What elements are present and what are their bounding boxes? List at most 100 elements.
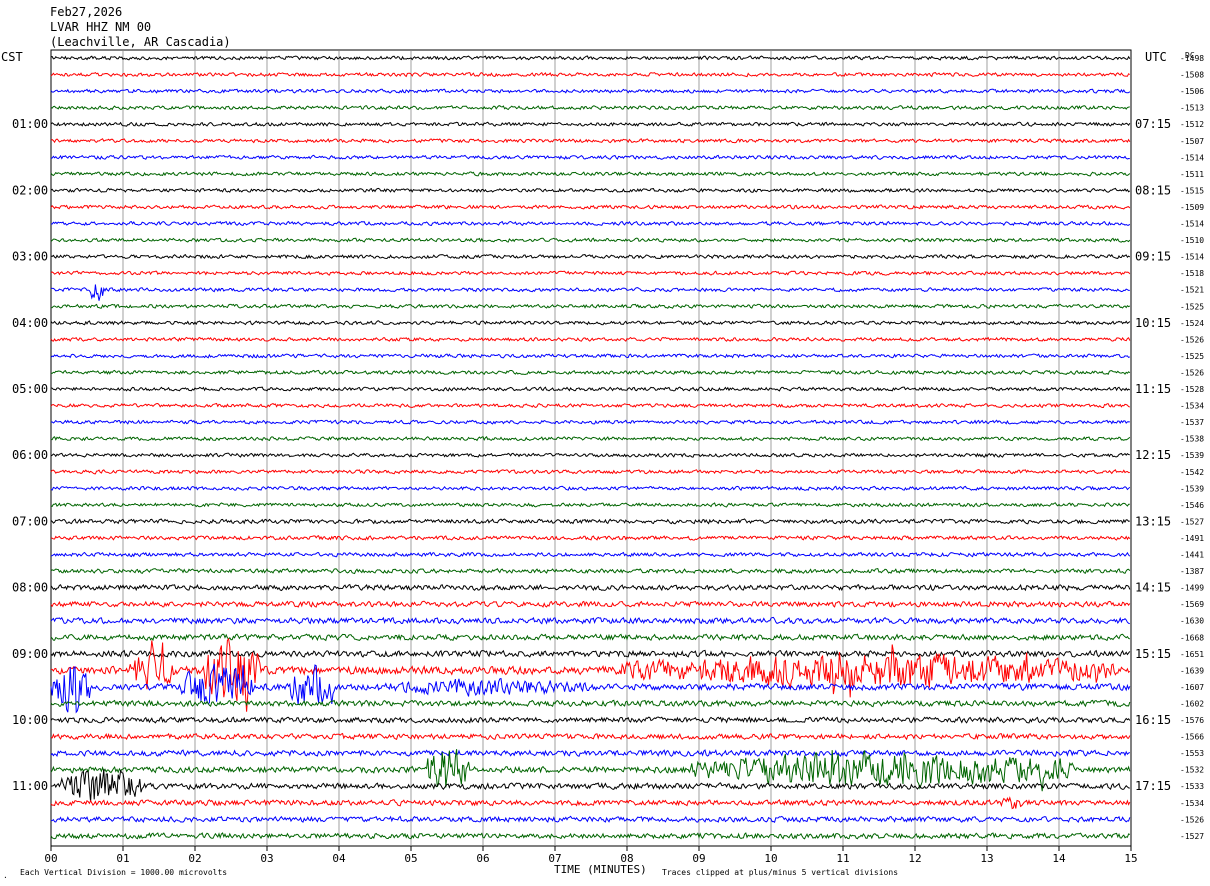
trace-line-2 xyxy=(50,88,1131,94)
dc-offset-label: -1506 xyxy=(1180,87,1204,96)
left-hour-label: 04:00 xyxy=(12,316,48,330)
clip-note: Traces clipped at plus/minus 5 vertical … xyxy=(662,868,898,877)
dc-offset-label: -1542 xyxy=(1180,468,1204,477)
corner-mark: . xyxy=(3,871,8,880)
trace-line-31 xyxy=(50,568,1131,575)
dc-offset-label: -1509 xyxy=(1180,203,1204,212)
trace-line-20 xyxy=(50,386,1131,392)
dc-offset-label: -1527 xyxy=(1180,517,1204,526)
x-tick-label: 13 xyxy=(980,852,993,865)
dc-offset-label: -1553 xyxy=(1180,749,1204,758)
trace-line-27 xyxy=(50,502,1130,508)
left-hour-label: 10:00 xyxy=(12,713,48,727)
dc-offset-label: -1569 xyxy=(1180,600,1204,609)
dc-offset-label: -1515 xyxy=(1180,186,1204,195)
left-hour-label: 08:00 xyxy=(12,581,48,595)
right-hour-label: 08:15 xyxy=(1135,183,1171,197)
left-hour-label: 06:00 xyxy=(12,448,48,462)
right-hour-label: 12:15 xyxy=(1135,448,1171,462)
right-timezone-label: UTC xyxy=(1145,50,1167,64)
trace-line-36 xyxy=(50,649,1131,658)
trace-line-29 xyxy=(50,535,1131,541)
x-tick-label: 04 xyxy=(332,852,346,865)
dc-offset-label: -1576 xyxy=(1180,716,1204,725)
trace-line-12 xyxy=(50,254,1131,260)
dc-header-label: DC xyxy=(1185,51,1195,60)
trace-line-42 xyxy=(50,749,1131,757)
minute-grid xyxy=(122,50,1060,846)
trace-line-3 xyxy=(50,105,1130,111)
dc-offset-label: -1524 xyxy=(1180,319,1204,328)
trace-line-21 xyxy=(50,402,1130,409)
trace-line-8 xyxy=(50,187,1131,193)
right-hour-labels: 07:15 08:15 09:15 10:15 11:15 12:15 13:15 14:15… xyxy=(1135,117,1171,793)
dc-offset-label: -1526 xyxy=(1180,335,1204,344)
x-tick-label: 01 xyxy=(116,852,129,865)
trace-line-24 xyxy=(50,452,1130,458)
trace-line-32 xyxy=(50,583,1131,592)
trace-line-16 xyxy=(50,320,1131,326)
dc-offset-label: -1499 xyxy=(1180,584,1204,593)
trace-line-28 xyxy=(50,518,1130,525)
dc-offset-label: -1514 xyxy=(1180,253,1204,262)
dc-offset-label: -1526 xyxy=(1180,815,1204,824)
trace-line-46 xyxy=(51,815,1131,823)
right-hour-label: 17:15 xyxy=(1135,779,1171,793)
header-station: LVAR HHZ NM 00 xyxy=(50,20,151,34)
x-tick-label: 00 xyxy=(44,852,57,865)
trace-line-22 xyxy=(50,419,1130,425)
dc-offset-label: -1498 xyxy=(1180,54,1204,63)
right-hour-label: 10:15 xyxy=(1135,316,1171,330)
dc-offset-label: -1526 xyxy=(1180,368,1204,377)
left-hour-label: 07:00 xyxy=(12,514,48,528)
right-hour-label: 07:15 xyxy=(1135,117,1171,131)
x-tick-label: 11 xyxy=(836,852,849,865)
x-axis-label: TIME (MINUTES) xyxy=(554,863,647,876)
left-hour-label: 09:00 xyxy=(12,647,48,661)
header-date: Feb27,2026 xyxy=(50,5,122,19)
x-tick-label: 05 xyxy=(404,852,417,865)
trace-line-0 xyxy=(50,55,1131,61)
dc-offset-label: -1514 xyxy=(1180,220,1204,229)
dc-offset-label: -1491 xyxy=(1180,534,1204,543)
dc-offset-label: -1630 xyxy=(1180,617,1204,626)
dc-offset-label: -1602 xyxy=(1180,699,1204,708)
dc-offset-label: -1668 xyxy=(1180,633,1204,642)
trace-line-43 xyxy=(50,749,1131,792)
trace-line-6 xyxy=(50,154,1130,160)
dc-offset-label: -1441 xyxy=(1180,551,1204,560)
x-tick-label: 03 xyxy=(260,852,273,865)
trace-line-15 xyxy=(50,303,1131,309)
x-tick-label: 15 xyxy=(1124,852,1137,865)
dc-offset-label: -1534 xyxy=(1180,402,1204,411)
dc-offset-label: -1521 xyxy=(1180,286,1204,295)
x-tick-label: 14 xyxy=(1052,852,1066,865)
trace-line-33 xyxy=(50,600,1131,608)
dc-offset-label: -1538 xyxy=(1180,435,1204,444)
trace-line-17 xyxy=(50,336,1131,342)
trace-line-25 xyxy=(50,469,1130,475)
dc-offset-label: -1607 xyxy=(1180,683,1204,692)
right-hour-label: 14:15 xyxy=(1135,581,1171,595)
dc-offset-label: -1539 xyxy=(1180,451,1204,460)
trace-line-11 xyxy=(50,237,1131,243)
x-tick-label: 09 xyxy=(692,852,705,865)
trace-line-47 xyxy=(50,832,1131,840)
trace-lines xyxy=(50,55,1131,840)
left-hour-label: 03:00 xyxy=(12,250,48,264)
dc-offset-label: -1507 xyxy=(1180,137,1204,146)
dc-offset-label: -1525 xyxy=(1180,302,1204,311)
dc-offset-label: -1528 xyxy=(1180,385,1204,394)
trace-line-35 xyxy=(50,633,1131,642)
dc-offset-label: -1508 xyxy=(1180,71,1204,80)
left-hour-label: 02:00 xyxy=(12,183,48,197)
dc-offset-label: -1511 xyxy=(1180,170,1204,179)
dc-offset-label: -1512 xyxy=(1180,120,1204,129)
dc-offset-label: -1566 xyxy=(1180,733,1204,742)
dc-offset-label: -1518 xyxy=(1180,269,1204,278)
x-tick-label: 07 xyxy=(548,852,561,865)
dc-offset-label: -1651 xyxy=(1180,650,1204,659)
dc-offset-label: -1527 xyxy=(1180,832,1204,841)
trace-line-18 xyxy=(50,353,1131,359)
